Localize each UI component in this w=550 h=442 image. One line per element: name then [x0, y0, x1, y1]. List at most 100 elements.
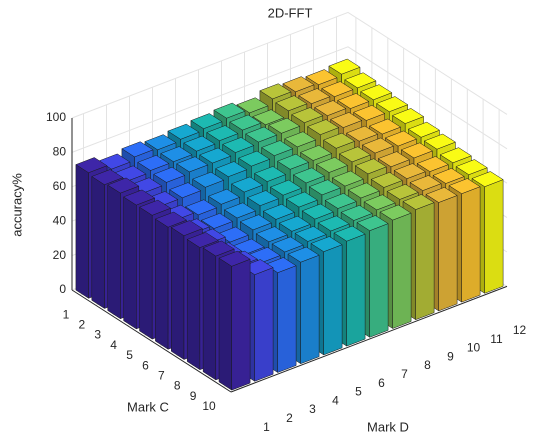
- bar-face-top: [186, 232, 219, 248]
- bar-face-top: [386, 183, 419, 200]
- y-tick-label: 4: [110, 338, 117, 352]
- y-axis-title: Mark C: [127, 399, 169, 414]
- bar-face-front: [392, 212, 412, 329]
- bar-face-top: [455, 159, 488, 175]
- bar-face-top: [91, 169, 124, 185]
- bar-face-top: [155, 211, 187, 228]
- bar-face-top: [293, 167, 325, 184]
- bar-face-top: [222, 137, 255, 153]
- z-tick-label: 80: [53, 145, 67, 159]
- z-tick-label: 100: [46, 110, 66, 124]
- y-tick-label: 1: [63, 307, 70, 321]
- bar-face-top: [268, 117, 301, 134]
- bar-face-left: [218, 257, 232, 391]
- bar-face-top: [278, 215, 311, 232]
- bar-face-top: [254, 166, 286, 182]
- bar-face-top: [218, 250, 251, 267]
- bar-face-top: [252, 109, 285, 126]
- bar-face-top: [402, 194, 435, 210]
- bar-face-top: [144, 134, 177, 151]
- bar-face-top: [199, 147, 232, 164]
- bar-face-top: [270, 179, 302, 196]
- bar-face-top: [224, 202, 256, 219]
- bar-face-front: [484, 179, 504, 294]
- bar-face-top: [277, 153, 309, 170]
- x-tick-label: 5: [355, 385, 362, 399]
- bar-face-top: [201, 213, 233, 229]
- y-tick-label: 6: [142, 358, 149, 372]
- x-tick-label: 3: [309, 402, 316, 416]
- bar-face-front: [254, 267, 274, 382]
- bar-face-top: [291, 107, 324, 123]
- bar-face-top: [317, 215, 350, 232]
- bar-face-top: [247, 190, 279, 206]
- bar-face-top: [363, 194, 396, 211]
- y-tick-label: 2: [79, 317, 86, 331]
- chart-title: 2D-FFT: [268, 5, 313, 20]
- bar-face-left: [171, 227, 185, 360]
- bar-face-top: [259, 83, 292, 100]
- y-tick-label: 7: [158, 368, 165, 382]
- y-tick-label: 10: [202, 399, 216, 413]
- bar-face-top: [409, 175, 442, 191]
- x-tick-label: 11: [490, 332, 503, 346]
- bar-face-top: [287, 246, 320, 263]
- z-tick-label: 40: [53, 213, 67, 227]
- bar-face-top: [202, 240, 235, 257]
- bar-face-front: [346, 233, 366, 347]
- bar-face-top: [208, 188, 240, 205]
- bar-face-top: [206, 125, 239, 141]
- bar-face-top: [160, 146, 193, 162]
- bar-face-left: [202, 247, 217, 381]
- bar-face-top: [416, 156, 449, 172]
- bar-face-top: [215, 161, 247, 177]
- bar-face-top: [356, 215, 389, 231]
- bar-face-top: [271, 236, 304, 253]
- bar-face-top: [167, 123, 200, 140]
- bar-face-top: [238, 150, 270, 167]
- bar-face-top: [176, 156, 209, 173]
- bar-face-top: [307, 119, 339, 135]
- bar-face-top: [245, 126, 278, 143]
- bar-face-top: [192, 171, 224, 188]
- bar-face-top: [316, 157, 348, 173]
- bar-face-top: [190, 113, 223, 129]
- bar-face-top: [107, 177, 140, 194]
- bar-face-top: [300, 145, 332, 161]
- bar-face-top: [324, 193, 357, 209]
- x-tick-label: 12: [513, 323, 527, 337]
- bar-face-top: [385, 130, 417, 147]
- bar-face-top: [360, 84, 393, 101]
- z-tick-label: 20: [53, 248, 67, 262]
- x-tick-label: 8: [424, 358, 431, 372]
- bar-face-top: [333, 225, 366, 242]
- bar-face-top: [353, 105, 385, 121]
- z-tick-label: 0: [59, 282, 66, 296]
- bar-face-top: [305, 69, 338, 85]
- bar-face-top: [362, 137, 394, 154]
- x-axis: [230, 285, 508, 393]
- bar-face-top: [432, 168, 465, 184]
- bar-face-top: [286, 191, 318, 208]
- bar-face-front: [438, 195, 458, 312]
- bar-face-top: [323, 132, 355, 149]
- bar-face-top: [347, 182, 380, 199]
- bar-face-top: [137, 155, 170, 171]
- x-axis-title: Mark D: [367, 419, 409, 434]
- bar-face-top: [229, 114, 262, 131]
- bar-face-top: [171, 220, 203, 236]
- bar-face-front: [231, 258, 251, 391]
- bar-face-top: [471, 171, 504, 187]
- grid-line: [71, 46, 508, 153]
- bar-face-top: [408, 121, 440, 138]
- grid-line: [71, 11, 508, 119]
- bar-face-top: [121, 141, 154, 158]
- bar-face-top: [298, 88, 331, 104]
- bar-face-top: [401, 142, 433, 159]
- bar-face-top: [139, 199, 171, 216]
- bar-face-top: [240, 214, 272, 231]
- bar: [218, 250, 251, 391]
- x-tick-label: 4: [332, 393, 339, 407]
- bar-face-top: [294, 226, 327, 242]
- bar-face-top: [314, 100, 347, 116]
